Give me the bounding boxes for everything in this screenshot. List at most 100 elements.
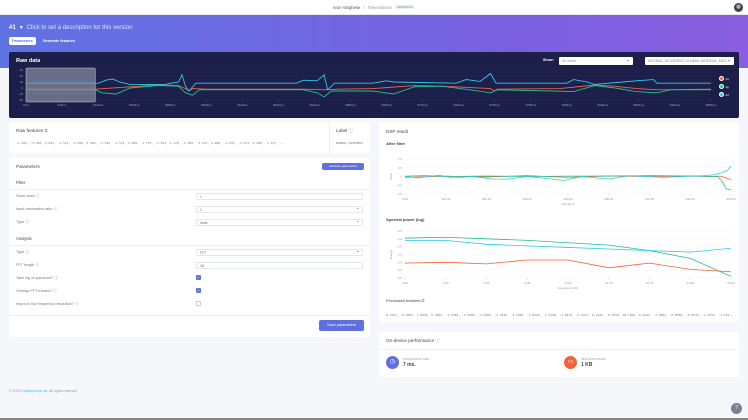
avatar[interactable] — [734, 3, 743, 12]
y-tick-label: -1.5 — [397, 245, 403, 249]
raw-data-chart[interactable]: 30 20 10 0 -10 -200ms 520ms 1040ms 1560ms 2080ms 2… — [9, 52, 739, 118]
sample-select[interactable]: NORMAL_MOVEMENT.47p0j9ks (NORMAL_MOVEMEN… — [645, 57, 734, 65]
divider — [329, 122, 330, 153]
analysis-type-select[interactable]: FFT — [196, 248, 363, 256]
y-tick-label: -3.5 — [397, 276, 403, 280]
help-button[interactable]: ? — [731, 403, 742, 414]
version-selector[interactable]: #1 ▾ Click to set a description for this… — [9, 24, 133, 32]
x-tick-label: 840.00 — [686, 197, 696, 201]
help-icon: ⓘ — [348, 128, 354, 133]
dsp-result-title: DSP result — [386, 129, 408, 134]
y-tick-label: 10 — [20, 80, 24, 84]
y-tick-label: 30 — [20, 68, 24, 72]
x-tick-label: 1040ms — [93, 103, 104, 107]
label-value: NORMAL_MOVEMENT — [336, 141, 364, 145]
y-tick-label: 0 — [400, 175, 402, 179]
analysis-type-row: Type ⓘ — [16, 248, 363, 256]
y-tick-label: -0.5 — [397, 229, 403, 233]
y-tick-label: 0.5 — [398, 166, 403, 170]
chevron-down-icon[interactable]: ▾ — [19, 25, 23, 31]
decimation-row: Input decimation ratio ⓘ — [16, 205, 363, 213]
overlap-checkbox[interactable]: ✓ — [196, 288, 201, 293]
scale-axes-label: Scale axes ⓘ — [16, 193, 40, 198]
version-description[interactable]: Click to set a description for this vers… — [26, 24, 133, 31]
parameters-title: Parameters — [16, 164, 40, 169]
y-tick-label: 1.0 — [398, 157, 403, 161]
legend-ax[interactable]: Ax — [719, 76, 729, 81]
low-freq-checkbox[interactable] — [196, 301, 201, 306]
series-line-Az — [26, 72, 711, 92]
scale-axes-input[interactable]: 1 — [196, 193, 363, 200]
legend-az[interactable]: Az — [719, 92, 729, 97]
version-number[interactable]: #1 — [9, 24, 16, 31]
y-tick-label: 20 — [20, 74, 24, 78]
y-tick-label: -1.0 — [397, 237, 403, 241]
processing-time-label: PROCESSING TIME — [403, 357, 430, 361]
x-tick-label: 9.38 — [524, 281, 530, 285]
x-tick-label: 25.00 — [727, 281, 735, 285]
top-navbar: Arun Varghese / Telemedicine PERSONAL — [0, 0, 748, 15]
x-tick-label: 21.88 — [686, 281, 694, 285]
performance-card: On-device performance ⓘ ◷ PROCESSING TIM… — [379, 332, 739, 377]
y-tick-label: -0.5 — [397, 183, 403, 187]
raw-features-card: Raw features ⧉ -1.303, -3.550, 5.093, -1… — [9, 122, 370, 153]
fft-length-label: FFT length ⓘ — [16, 262, 40, 267]
footer: © 2024 EdgeImpulse Inc. All rights reser… — [9, 389, 77, 393]
project-name[interactable]: Telemedicine — [367, 4, 392, 10]
x-tick-label: 240.00 — [482, 197, 492, 201]
log-spectrum-checkbox[interactable]: ✓ — [196, 275, 201, 280]
filter-type-select[interactable]: none — [196, 218, 363, 226]
y-tick-label: -1.0 — [397, 192, 403, 196]
tab-generate-features[interactable]: Generate features — [42, 39, 75, 43]
analysis-type-label: Type ⓘ — [16, 249, 30, 254]
labels-select[interactable]: All labels — [559, 57, 633, 65]
x-axis-label: Sample # — [562, 202, 575, 206]
processed-features-values: 0.4337, -0.9561, 1.0058, 0.3495, -1.3358… — [386, 313, 734, 317]
x-tick-label: 0.00 — [402, 197, 408, 201]
series-line-0 — [404, 236, 732, 277]
selection-window[interactable] — [25, 67, 96, 103]
x-tick-label: 960.00 — [726, 197, 736, 201]
x-tick-label: 3.13 — [443, 281, 449, 285]
x-tick-label: 15.63 — [605, 281, 613, 285]
x-tick-label: 1560ms — [129, 103, 140, 107]
x-tick-label: 8840ms — [634, 103, 645, 107]
y-tick-label: -2.5 — [397, 260, 403, 264]
parameters-card: Parameters Autotune parameters Filter Sc… — [9, 158, 370, 337]
bottom-edge — [0, 418, 748, 420]
series-line-Ax — [26, 84, 712, 92]
x-tick-label: 2080ms — [165, 103, 176, 107]
fft-length-input[interactable]: 16 — [196, 262, 363, 269]
processing-time-value: 7 ms. — [403, 362, 416, 368]
user-name[interactable]: Arun Varghese — [332, 4, 361, 10]
x-tick-label: 5200ms — [381, 103, 392, 107]
analysis-section-title: Analysis — [16, 236, 32, 241]
y-tick-label: 0 — [21, 86, 23, 90]
save-parameters-button[interactable]: Save parameters — [319, 320, 364, 331]
show-label: Show: — [543, 58, 554, 62]
company-link[interactable]: EdgeImpulse Inc. — [21, 389, 49, 393]
tab-bar: Parameters Generate features — [9, 37, 78, 45]
y-tick-label: -10 — [19, 92, 24, 96]
y-tick-label: -2.0 — [397, 253, 403, 257]
label-title: Label ⓘ — [336, 128, 354, 133]
tab-parameters[interactable]: Parameters — [9, 37, 36, 45]
filter-type-row: Type ⓘ — [16, 218, 363, 226]
series-line-2 — [404, 259, 732, 273]
chart-legend: Ax Ay Az — [719, 76, 729, 97]
autotune-button[interactable]: Autotune parameters — [322, 163, 364, 170]
legend-ay[interactable]: Ay — [719, 84, 729, 89]
x-tick-label: 4680ms — [345, 103, 356, 107]
x-tick-label: 7280ms — [525, 103, 536, 107]
series-line-1 — [405, 239, 732, 253]
low-freq-row: Improve low frequency resolution? ⓘ — [16, 300, 363, 308]
x-axis-label: Frequency (Hz) — [558, 286, 579, 290]
clock-icon: ◷ — [386, 356, 399, 369]
x-tick-label: 9880ms — [706, 103, 717, 107]
overlap-label: Overlap FFT frames? ⓘ — [16, 288, 57, 293]
decimation-select[interactable]: 1 — [196, 205, 363, 213]
series-line-Ay — [26, 85, 711, 98]
ram-usage-value: 1 KB — [581, 362, 593, 368]
log-spectrum-row: Take log of spectrum? ⓘ — [16, 274, 363, 282]
raw-data-panel: Raw data Show: All labels NORMAL_MOVEMEN… — [9, 52, 739, 118]
